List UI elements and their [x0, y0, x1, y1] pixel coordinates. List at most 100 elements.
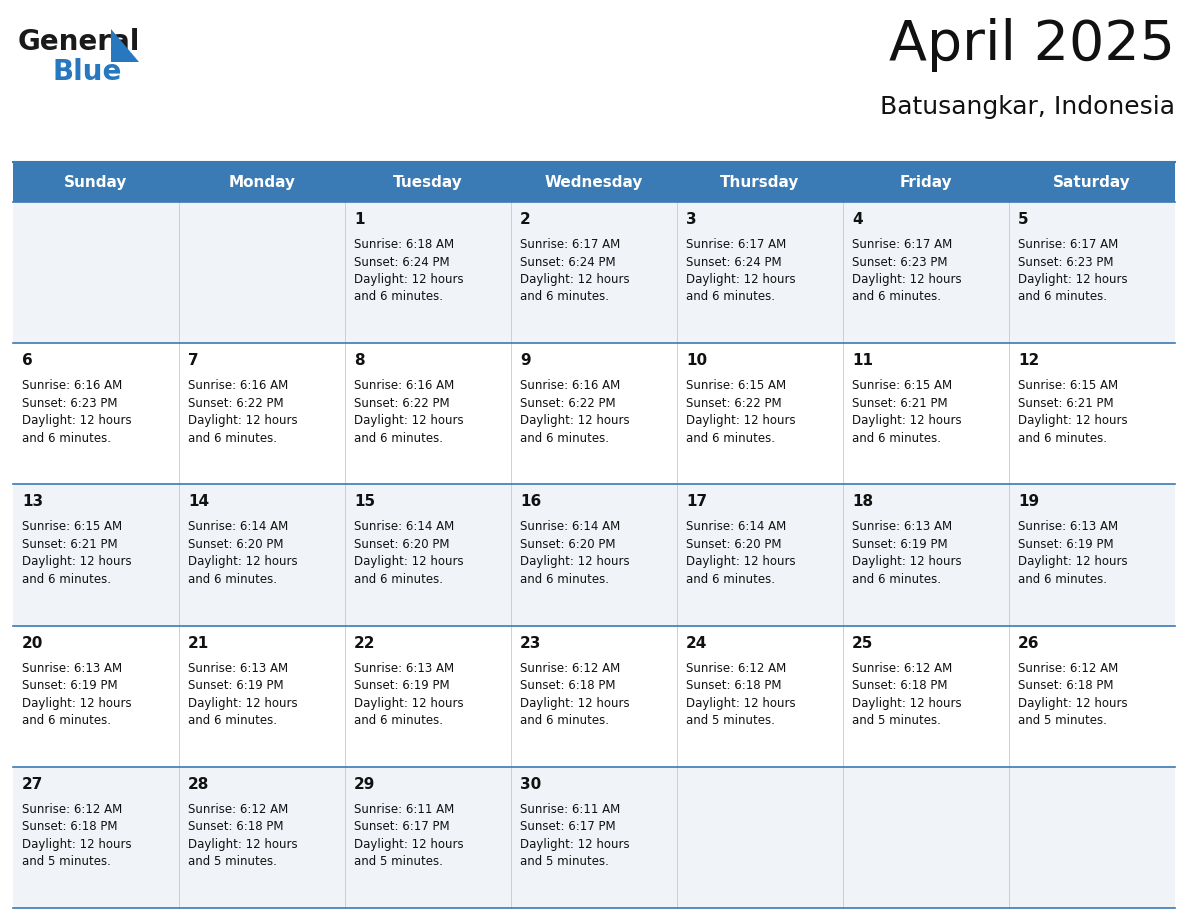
Text: Sunrise: 6:12 AM: Sunrise: 6:12 AM: [520, 662, 620, 675]
Text: 22: 22: [354, 635, 375, 651]
Text: Batusangkar, Indonesia: Batusangkar, Indonesia: [880, 95, 1175, 119]
Text: Daylight: 12 hours: Daylight: 12 hours: [520, 414, 630, 427]
Text: Sunset: 6:23 PM: Sunset: 6:23 PM: [852, 255, 948, 268]
Text: Sunset: 6:22 PM: Sunset: 6:22 PM: [354, 397, 449, 409]
Text: Tuesday: Tuesday: [393, 174, 463, 189]
Text: 21: 21: [188, 635, 209, 651]
Text: Thursday: Thursday: [720, 174, 800, 189]
Text: Sunset: 6:20 PM: Sunset: 6:20 PM: [685, 538, 782, 551]
Text: Daylight: 12 hours: Daylight: 12 hours: [685, 555, 796, 568]
Text: Sunset: 6:21 PM: Sunset: 6:21 PM: [852, 397, 948, 409]
Text: Sunset: 6:17 PM: Sunset: 6:17 PM: [354, 821, 449, 834]
Text: 20: 20: [23, 635, 44, 651]
Text: and 6 minutes.: and 6 minutes.: [520, 714, 609, 727]
Text: 15: 15: [354, 495, 375, 509]
Text: Daylight: 12 hours: Daylight: 12 hours: [188, 414, 298, 427]
Text: Daylight: 12 hours: Daylight: 12 hours: [23, 838, 132, 851]
Text: Daylight: 12 hours: Daylight: 12 hours: [1018, 414, 1127, 427]
Text: Daylight: 12 hours: Daylight: 12 hours: [354, 697, 463, 710]
Text: Sunrise: 6:13 AM: Sunrise: 6:13 AM: [852, 521, 952, 533]
Text: and 6 minutes.: and 6 minutes.: [188, 573, 277, 586]
Text: 27: 27: [23, 777, 44, 792]
Text: Daylight: 12 hours: Daylight: 12 hours: [23, 697, 132, 710]
Text: Sunset: 6:17 PM: Sunset: 6:17 PM: [520, 821, 615, 834]
Text: 18: 18: [852, 495, 873, 509]
Text: and 6 minutes.: and 6 minutes.: [354, 573, 443, 586]
Text: Sunset: 6:19 PM: Sunset: 6:19 PM: [1018, 538, 1113, 551]
Text: Sunrise: 6:15 AM: Sunrise: 6:15 AM: [852, 379, 952, 392]
Text: 5: 5: [1018, 212, 1029, 227]
Text: Sunrise: 6:15 AM: Sunrise: 6:15 AM: [685, 379, 786, 392]
Text: 6: 6: [23, 353, 33, 368]
Text: Daylight: 12 hours: Daylight: 12 hours: [188, 838, 298, 851]
Bar: [13, 485, 1175, 625]
Text: Daylight: 12 hours: Daylight: 12 hours: [1018, 555, 1127, 568]
Text: Sunrise: 6:14 AM: Sunrise: 6:14 AM: [354, 521, 454, 533]
Text: 29: 29: [354, 777, 375, 792]
Text: Sunrise: 6:17 AM: Sunrise: 6:17 AM: [852, 238, 953, 251]
Text: Sunset: 6:19 PM: Sunset: 6:19 PM: [23, 679, 118, 692]
Text: and 6 minutes.: and 6 minutes.: [1018, 573, 1107, 586]
Text: Sunset: 6:20 PM: Sunset: 6:20 PM: [354, 538, 449, 551]
Bar: [13, 767, 1175, 908]
Text: 16: 16: [520, 495, 542, 509]
Text: Sunday: Sunday: [64, 174, 127, 189]
Text: Friday: Friday: [899, 174, 953, 189]
Text: and 6 minutes.: and 6 minutes.: [1018, 290, 1107, 304]
Text: April 2025: April 2025: [889, 18, 1175, 72]
Text: Sunrise: 6:17 AM: Sunrise: 6:17 AM: [685, 238, 786, 251]
Text: Sunrise: 6:12 AM: Sunrise: 6:12 AM: [1018, 662, 1118, 675]
Text: Sunset: 6:23 PM: Sunset: 6:23 PM: [1018, 255, 1113, 268]
Text: and 6 minutes.: and 6 minutes.: [188, 714, 277, 727]
Text: and 6 minutes.: and 6 minutes.: [23, 714, 110, 727]
Text: 28: 28: [188, 777, 209, 792]
Text: 1: 1: [354, 212, 365, 227]
Text: and 5 minutes.: and 5 minutes.: [520, 856, 609, 868]
Text: Sunset: 6:19 PM: Sunset: 6:19 PM: [354, 679, 449, 692]
Text: Sunrise: 6:15 AM: Sunrise: 6:15 AM: [23, 521, 122, 533]
Text: Sunset: 6:18 PM: Sunset: 6:18 PM: [188, 821, 284, 834]
Text: 17: 17: [685, 495, 707, 509]
Text: and 6 minutes.: and 6 minutes.: [520, 431, 609, 444]
Text: and 6 minutes.: and 6 minutes.: [685, 573, 775, 586]
Text: 8: 8: [354, 353, 365, 368]
Text: Daylight: 12 hours: Daylight: 12 hours: [1018, 273, 1127, 286]
Text: Sunrise: 6:16 AM: Sunrise: 6:16 AM: [354, 379, 454, 392]
Text: and 6 minutes.: and 6 minutes.: [852, 290, 941, 304]
Text: General: General: [18, 28, 140, 56]
Text: Daylight: 12 hours: Daylight: 12 hours: [354, 273, 463, 286]
Text: Sunrise: 6:12 AM: Sunrise: 6:12 AM: [685, 662, 786, 675]
Text: Sunset: 6:20 PM: Sunset: 6:20 PM: [188, 538, 284, 551]
Text: Sunrise: 6:14 AM: Sunrise: 6:14 AM: [685, 521, 786, 533]
Text: 7: 7: [188, 353, 198, 368]
Text: and 6 minutes.: and 6 minutes.: [685, 431, 775, 444]
Text: 19: 19: [1018, 495, 1040, 509]
Text: Sunset: 6:22 PM: Sunset: 6:22 PM: [188, 397, 284, 409]
Text: Sunrise: 6:11 AM: Sunrise: 6:11 AM: [354, 803, 454, 816]
Bar: [13, 162, 1175, 202]
Text: Daylight: 12 hours: Daylight: 12 hours: [354, 555, 463, 568]
Text: Daylight: 12 hours: Daylight: 12 hours: [354, 838, 463, 851]
Text: 14: 14: [188, 495, 209, 509]
Text: Sunrise: 6:16 AM: Sunrise: 6:16 AM: [188, 379, 289, 392]
Text: Sunrise: 6:12 AM: Sunrise: 6:12 AM: [852, 662, 953, 675]
Text: Wednesday: Wednesday: [545, 174, 643, 189]
Text: 26: 26: [1018, 635, 1040, 651]
Text: 25: 25: [852, 635, 873, 651]
Text: Sunrise: 6:13 AM: Sunrise: 6:13 AM: [188, 662, 289, 675]
Text: Sunset: 6:24 PM: Sunset: 6:24 PM: [520, 255, 615, 268]
Text: Sunset: 6:21 PM: Sunset: 6:21 PM: [1018, 397, 1113, 409]
Text: 13: 13: [23, 495, 43, 509]
Text: and 6 minutes.: and 6 minutes.: [1018, 431, 1107, 444]
Text: 9: 9: [520, 353, 531, 368]
Text: Sunrise: 6:12 AM: Sunrise: 6:12 AM: [188, 803, 289, 816]
Text: and 5 minutes.: and 5 minutes.: [852, 714, 941, 727]
Text: Daylight: 12 hours: Daylight: 12 hours: [852, 555, 961, 568]
Text: Daylight: 12 hours: Daylight: 12 hours: [520, 697, 630, 710]
Text: Sunrise: 6:17 AM: Sunrise: 6:17 AM: [1018, 238, 1118, 251]
Text: Sunset: 6:19 PM: Sunset: 6:19 PM: [852, 538, 948, 551]
Text: 30: 30: [520, 777, 542, 792]
Text: and 6 minutes.: and 6 minutes.: [852, 431, 941, 444]
Text: and 5 minutes.: and 5 minutes.: [188, 856, 277, 868]
Text: 24: 24: [685, 635, 707, 651]
